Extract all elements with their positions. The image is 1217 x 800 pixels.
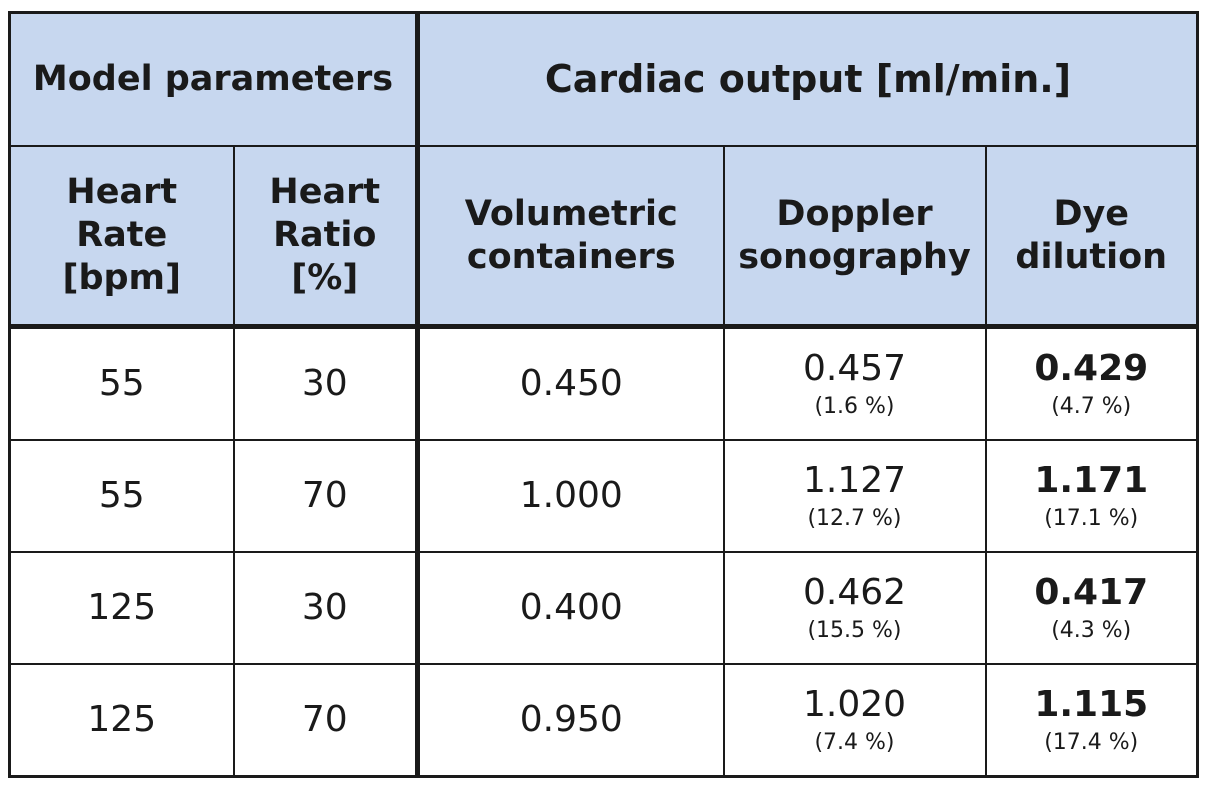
heart-rate-cell: 125 [8, 663, 235, 778]
cell-percent: (12.7 %) [807, 505, 902, 531]
cell-percent: (4.3 %) [1051, 617, 1132, 643]
cell-percent: (17.4 %) [1044, 729, 1139, 755]
cell-value: 0.400 [519, 587, 623, 629]
header-line: Heart [66, 172, 178, 213]
header-line: Doppler [776, 193, 933, 234]
volumetric-header: Volumetric containers [415, 145, 725, 329]
dye-cell: 1.171 (17.1 %) [984, 439, 1199, 553]
table-row: 55 70 1.000 1.127 (12.7 %) 1.171 (17.1 %) [8, 439, 1199, 553]
doppler-cell: 1.127 (12.7 %) [722, 439, 987, 553]
header-line: Rate [76, 215, 168, 256]
table-row: 55 30 0.450 0.457 (1.6 %) 0.429 (4.7 %) [8, 325, 1199, 441]
header-line: containers [466, 236, 676, 277]
cell-value: 0.417 [1034, 572, 1149, 614]
header-line: Volumetric [464, 193, 678, 234]
table-row: 125 30 0.400 0.462 (15.5 %) 0.417 (4.3 %) [8, 551, 1199, 665]
cell-value: 0.457 [802, 348, 907, 390]
cell-value: 55 [98, 363, 145, 405]
cell-value: 30 [301, 587, 348, 629]
heart-ratio-header: Heart Ratio [%] [232, 145, 419, 329]
heart-rate-cell: 55 [8, 439, 235, 553]
header-line: sonography [738, 236, 971, 277]
doppler-cell: 0.462 (15.5 %) [722, 551, 987, 665]
heart-ratio-cell: 70 [232, 663, 419, 778]
cell-value: 55 [98, 475, 145, 517]
cell-percent: (1.6 %) [814, 393, 895, 419]
cell-value: 0.950 [519, 699, 623, 741]
cell-value: 0.429 [1034, 348, 1149, 390]
table-row: 125 70 0.950 1.020 (7.4 %) 1.115 (17.4 %) [8, 663, 1199, 778]
cell-value: 0.462 [802, 572, 907, 614]
cell-percent: (15.5 %) [807, 617, 902, 643]
dye-header: Dye dilution [984, 145, 1199, 329]
doppler-cell: 1.020 (7.4 %) [722, 663, 987, 778]
header-line: dilution [1015, 236, 1168, 277]
cell-value: 1.171 [1034, 460, 1149, 502]
cell-value: 30 [301, 363, 348, 405]
cell-value: 1.020 [802, 684, 907, 726]
header-row-group: Model parameters Cardiac output [ml/min.… [8, 11, 1199, 147]
table-container: Model parameters Cardiac output [ml/min.… [8, 11, 1199, 778]
model-parameters-header: Model parameters [8, 11, 419, 147]
header-line: [%] [291, 257, 359, 298]
dye-cell: 0.429 (4.7 %) [984, 325, 1199, 441]
heart-ratio-cell: 30 [232, 325, 419, 441]
header-row-columns: Heart Rate [bpm] Heart Ratio [%] Volumet… [8, 145, 1199, 329]
heart-rate-header: Heart Rate [bpm] [8, 145, 235, 329]
header-line: [bpm] [62, 257, 182, 298]
cell-percent: (4.7 %) [1051, 393, 1132, 419]
dye-cell: 1.115 (17.4 %) [984, 663, 1199, 778]
cardiac-output-table: Model parameters Cardiac output [ml/min.… [8, 11, 1199, 778]
heart-ratio-cell: 30 [232, 551, 419, 665]
cell-value: 1.000 [519, 475, 623, 517]
header-line: Heart [269, 172, 381, 213]
volumetric-cell: 1.000 [415, 439, 725, 553]
heart-rate-cell: 55 [8, 325, 235, 441]
heart-rate-cell: 125 [8, 551, 235, 665]
volumetric-cell: 0.400 [415, 551, 725, 665]
cell-value: 125 [87, 699, 157, 741]
header-line: Ratio [273, 215, 377, 256]
cardiac-output-header: Cardiac output [ml/min.] [415, 11, 1199, 147]
cell-percent: (17.1 %) [1044, 505, 1139, 531]
cell-value: 125 [87, 587, 157, 629]
cell-value: 1.127 [802, 460, 907, 502]
cell-value: 1.115 [1034, 684, 1149, 726]
cell-value: 70 [301, 699, 348, 741]
cell-value: 70 [301, 475, 348, 517]
dye-cell: 0.417 (4.3 %) [984, 551, 1199, 665]
doppler-cell: 0.457 (1.6 %) [722, 325, 987, 441]
cell-percent: (7.4 %) [814, 729, 895, 755]
cell-value: 0.450 [519, 363, 623, 405]
volumetric-cell: 0.450 [415, 325, 725, 441]
volumetric-cell: 0.950 [415, 663, 725, 778]
header-line: Dye [1053, 193, 1130, 234]
heart-ratio-cell: 70 [232, 439, 419, 553]
doppler-header: Doppler sonography [722, 145, 987, 329]
